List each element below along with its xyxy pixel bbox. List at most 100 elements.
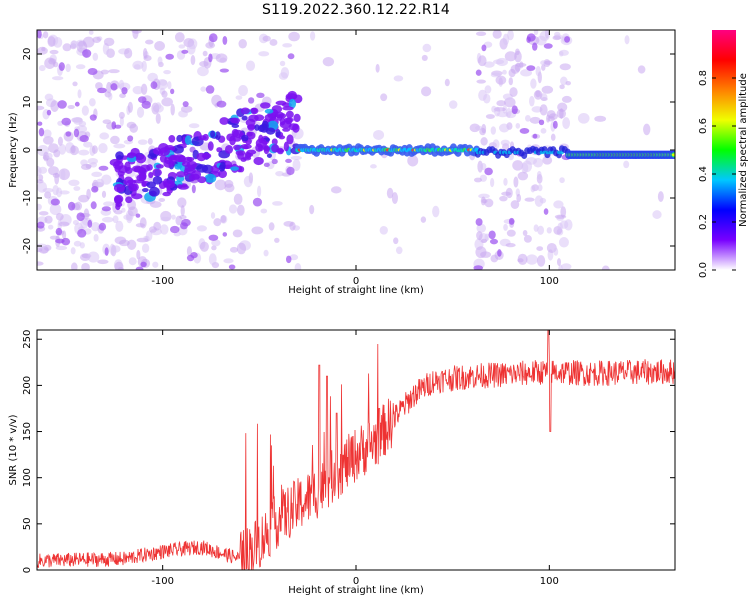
spectrogram-cell <box>153 221 161 231</box>
spectrogram-cell <box>155 102 162 110</box>
spectrogram-cell <box>135 266 144 270</box>
spectrogram-cell <box>49 203 62 216</box>
spectrogram-cell <box>516 193 522 203</box>
spectrogram-cell <box>37 261 44 266</box>
spectrogram-cell <box>163 159 175 168</box>
snr-x-ticks: -100 0 100 <box>151 330 559 587</box>
spectrogram-cell <box>283 141 289 152</box>
spectrogram-cell <box>230 117 241 124</box>
spectrogram-cell <box>118 79 125 90</box>
spectrogram-cell <box>211 245 217 251</box>
spectrogram-cell <box>67 201 76 211</box>
spectrogram-cell <box>564 36 571 43</box>
spectrogram-cell <box>87 68 98 76</box>
spectrogram-cell <box>127 206 138 217</box>
spectrogram-cell <box>179 215 187 220</box>
spectrogram-cell <box>250 107 258 114</box>
spectrogram-cell <box>444 78 450 87</box>
spectrogram-cell <box>290 155 303 160</box>
spectrogram-cell <box>432 205 440 218</box>
spectrogram-cell <box>163 179 175 189</box>
y-tick-label: -10 <box>22 190 33 206</box>
spectrogram-cell <box>473 265 484 270</box>
spectrogram-cell <box>279 60 286 67</box>
spectrogram-cell <box>258 134 264 144</box>
spectrogram-cell <box>285 255 292 264</box>
spectrogram-cell <box>386 187 394 199</box>
spectrogram-cell <box>322 57 335 67</box>
spectrogram-cell <box>155 164 164 169</box>
spectrogram-cell <box>136 106 145 118</box>
spectrogram-cell <box>103 201 114 207</box>
spectrogram-cell <box>485 114 495 119</box>
spectrogram-cell <box>504 51 517 62</box>
spectrogram-cell <box>370 164 377 169</box>
spectrogram-cell <box>422 43 432 53</box>
spectrogram-cell <box>510 200 520 209</box>
spectrogram-cell <box>525 254 538 265</box>
spectrogram-cell <box>91 171 103 177</box>
spectrogram-cell <box>98 222 107 231</box>
spectrogram-cell <box>657 191 664 203</box>
spectrogram-cell <box>70 40 79 48</box>
spectrogram-cell <box>515 48 520 56</box>
spectrogram-cell <box>506 107 512 118</box>
spectrogram-cell <box>552 120 558 129</box>
spectrogram-cell <box>87 251 100 263</box>
spectrogram-cell <box>214 179 227 191</box>
colorbar-gradient <box>712 30 736 270</box>
spectrogram-cell <box>73 128 80 138</box>
spectrogram-cell <box>286 134 294 145</box>
spectrogram-cell <box>128 257 137 266</box>
spectrogram-cell <box>81 262 90 270</box>
spectrogram-cell <box>513 176 519 188</box>
spectrogram-cell <box>475 218 483 226</box>
spectrogram-cell <box>196 225 207 232</box>
spectrogram-cell <box>535 65 541 77</box>
spectrogram-cell <box>72 81 78 87</box>
spectrogram-cell <box>540 127 547 134</box>
x-tick-label: -100 <box>151 276 174 287</box>
spectrogram-cell <box>237 151 245 160</box>
spectrogram-cell <box>174 32 185 43</box>
spectrogram-cell <box>118 111 125 119</box>
snr-panel: -100 0 100 0 50 100 150 200 250 Height of strai… <box>8 329 676 596</box>
spectrogram-cell <box>128 183 138 192</box>
spectrogram-cell <box>165 53 174 60</box>
spectrogram-cell <box>293 94 303 104</box>
spectrogram-cell <box>49 49 59 55</box>
spectrogram-cell <box>421 86 432 97</box>
spectrogram-cell <box>181 49 189 54</box>
spectrogram-cell <box>55 227 63 236</box>
spectrogram-cell <box>309 31 316 41</box>
spectrogram-cell <box>232 229 243 238</box>
spectrogram-cell <box>108 69 120 74</box>
spectrogram-cell <box>125 167 133 174</box>
spectrogram-cell <box>91 186 99 193</box>
spectrogram-cell <box>126 121 137 129</box>
spectrogram-cell <box>473 177 483 183</box>
spectrogram-cell <box>525 114 531 122</box>
spectrogram-cell <box>200 144 207 151</box>
spectrogram-cell <box>55 212 64 221</box>
spectrogram-cell <box>218 169 228 179</box>
spectrogram-cell <box>229 246 239 253</box>
snr-x-axis-label: Height of straight line (km) <box>288 585 424 596</box>
spectrogram-cell <box>224 183 235 193</box>
spectrogram-cell <box>135 154 147 164</box>
spectrogram-cell <box>539 104 548 116</box>
spectrogram-cell <box>111 245 121 253</box>
spectrogram-cell <box>114 124 122 129</box>
spectrogram-cell <box>215 53 228 63</box>
spectrogram-cell <box>524 197 535 202</box>
spectrogram-cell <box>236 242 247 255</box>
spectrogram-cell <box>161 90 168 98</box>
spectrogram-cell <box>180 205 185 217</box>
spectrogram-cell <box>41 47 46 52</box>
spectrogram-cell <box>197 176 207 184</box>
spectrogram-cell <box>123 176 134 186</box>
spectrogram-cell <box>170 103 175 116</box>
spectrogram-cell <box>78 149 90 156</box>
spectrogram-cell <box>37 30 42 39</box>
spectrogram-cell <box>288 98 297 109</box>
